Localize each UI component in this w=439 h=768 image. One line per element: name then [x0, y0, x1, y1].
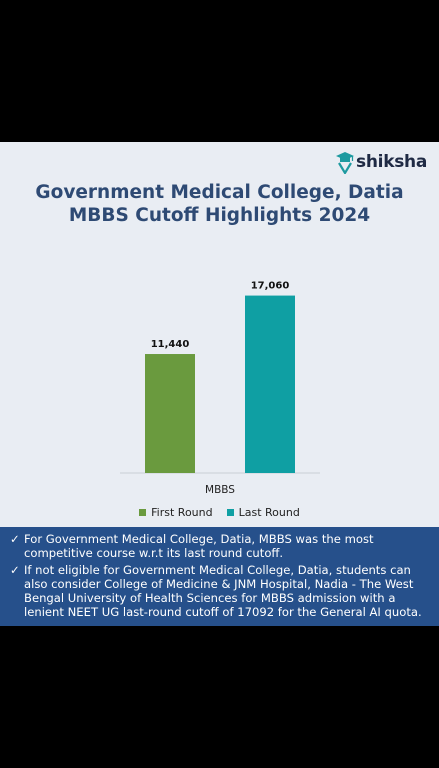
data-label-first-round: 11,440 [151, 339, 190, 350]
shiksha-logo: shiksha [335, 150, 427, 174]
legend-swatch-first-round [139, 509, 147, 516]
brand-name: shiksha [356, 152, 427, 172]
graduation-cap-icon [336, 152, 355, 174]
legend-label-first-round: First Round [151, 506, 213, 519]
note-item: ✓ For Government Medical College, Datia,… [10, 532, 429, 561]
note-text: If not eligible for Government Medical C… [24, 562, 422, 620]
bar-last-round [245, 295, 295, 473]
category-label: MBBS [205, 484, 235, 496]
legend: First Round Last Round [0, 506, 439, 519]
note-text: For Government Medical College, Datia, M… [24, 532, 374, 561]
check-icon: ✓ [10, 532, 20, 546]
check-icon: ✓ [10, 562, 20, 577]
legend-label-last-round: Last Round [238, 506, 300, 519]
legend-swatch-last-round [226, 509, 234, 516]
legend-item-first-round: First Round [139, 506, 213, 519]
notes-panel: ✓ For Government Medical College, Datia,… [0, 527, 439, 626]
legend-item-last-round: Last Round [226, 506, 300, 519]
chart-title: Government Medical College, Datia MBBS C… [35, 182, 404, 226]
data-label-last-round: 17,060 [251, 281, 290, 292]
infographic-card: shiksha Government Medical College, Dati… [0, 142, 439, 527]
bar-first-round [145, 354, 195, 473]
note-item: ✓ If not eligible for Government Medical… [10, 563, 429, 620]
bar-chart: 11,440 17,060 MBBS [120, 281, 320, 496]
